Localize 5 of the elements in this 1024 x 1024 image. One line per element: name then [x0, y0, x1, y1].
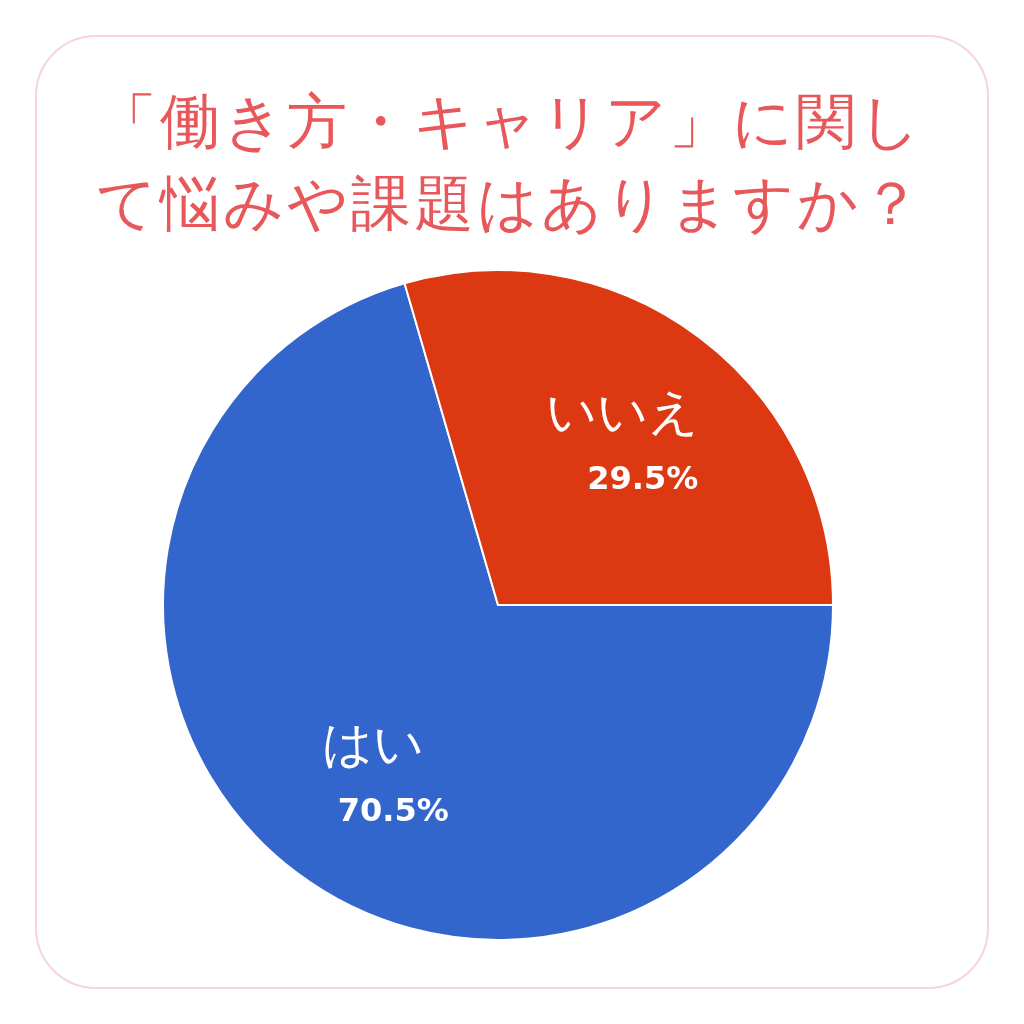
data-label: 29.5% [587, 458, 699, 497]
chart-title: 「働き方・キャリア」に関して悩みや課題はありますか？ [95, 85, 925, 240]
slice-label: はい [322, 715, 425, 774]
slice-label: いいえ [546, 382, 700, 441]
data-label: 70.5% [337, 791, 449, 830]
